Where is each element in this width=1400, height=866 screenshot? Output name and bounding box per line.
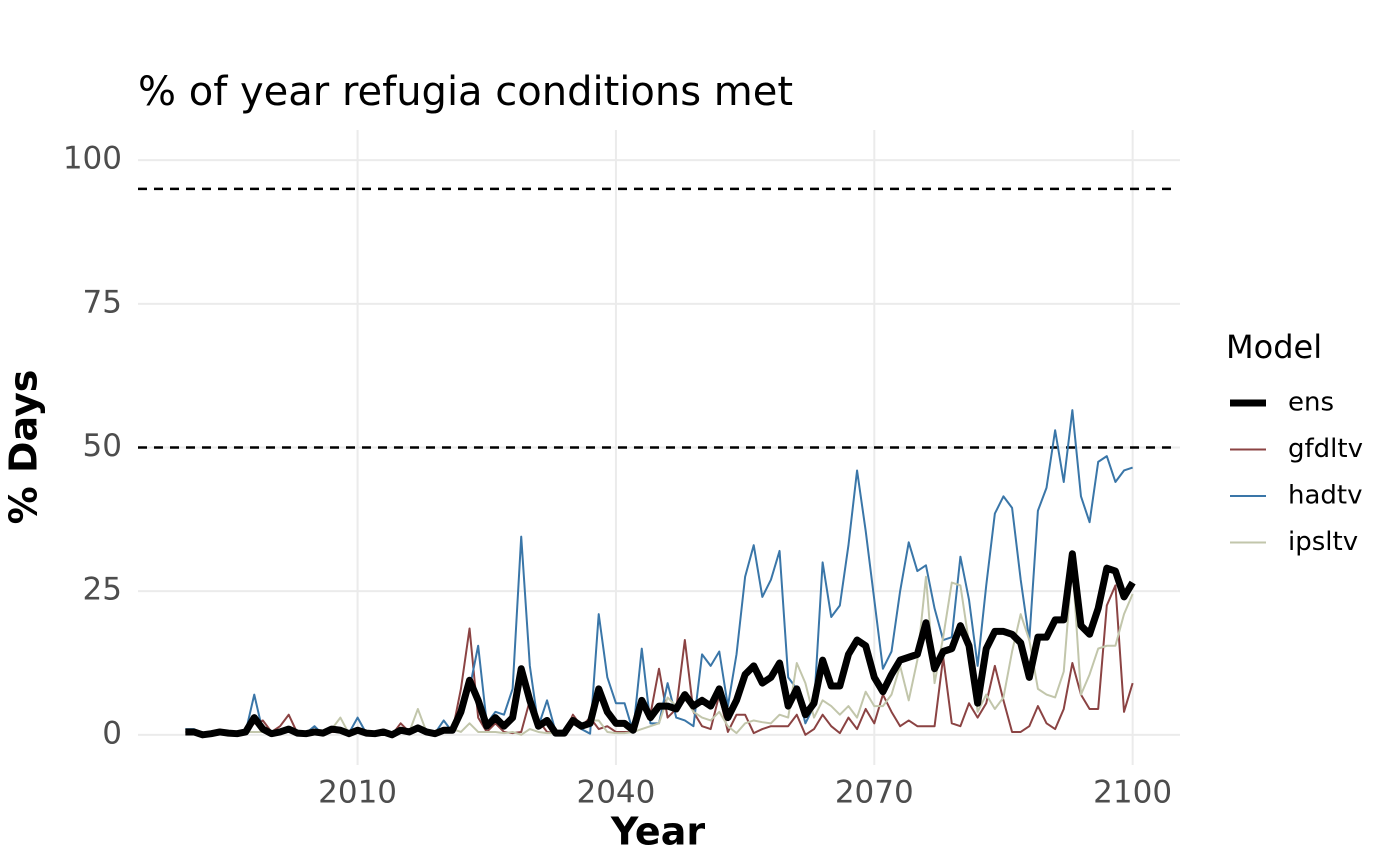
legend-label: gfdltv bbox=[1288, 434, 1363, 464]
legend-label: ipsltv bbox=[1288, 527, 1358, 557]
y-tick-label: 100 bbox=[63, 141, 122, 177]
y-tick-label: 75 bbox=[83, 284, 122, 320]
y-tick-label: 0 bbox=[102, 715, 122, 751]
series-line bbox=[185, 550, 1136, 739]
chart-title: % of year refugia conditions met bbox=[138, 69, 793, 115]
x-tick-label: 2040 bbox=[576, 775, 655, 811]
legend-title: Model bbox=[1226, 328, 1322, 366]
x-tick-label: 2100 bbox=[1093, 775, 1172, 811]
y-tick-label: 25 bbox=[83, 572, 122, 608]
x-axis-title: Year bbox=[610, 810, 705, 854]
x-tick-label: 2070 bbox=[835, 775, 914, 811]
legend-label: hadtv bbox=[1288, 481, 1363, 511]
y-tick-label: 50 bbox=[83, 428, 122, 464]
x-tick-label: 2010 bbox=[318, 775, 397, 811]
y-axis-title: % Days bbox=[2, 370, 46, 525]
legend-label: ens bbox=[1288, 388, 1334, 418]
series-line bbox=[185, 584, 1134, 736]
